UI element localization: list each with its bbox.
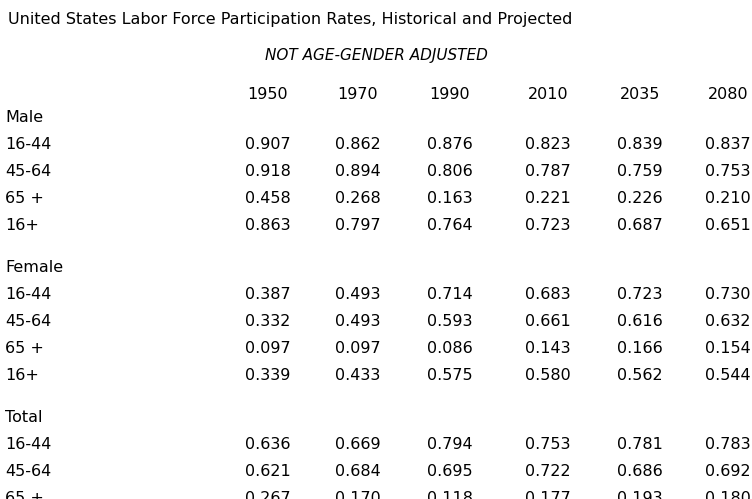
Text: 0.180: 0.180 [705, 491, 751, 499]
Text: 0.339: 0.339 [245, 368, 291, 383]
Text: 0.166: 0.166 [617, 341, 663, 356]
Text: 0.562: 0.562 [617, 368, 663, 383]
Text: 0.781: 0.781 [617, 437, 663, 452]
Text: 16+: 16+ [5, 218, 39, 233]
Text: 0.894: 0.894 [335, 164, 381, 179]
Text: 16-44: 16-44 [5, 287, 51, 302]
Text: 0.332: 0.332 [245, 314, 291, 329]
Text: 0.837: 0.837 [705, 137, 750, 152]
Text: 45-64: 45-64 [5, 464, 51, 479]
Text: 0.097: 0.097 [335, 341, 381, 356]
Text: 0.759: 0.759 [617, 164, 663, 179]
Text: 0.636: 0.636 [245, 437, 291, 452]
Text: 0.806: 0.806 [427, 164, 473, 179]
Text: 0.692: 0.692 [705, 464, 750, 479]
Text: 0.907: 0.907 [245, 137, 291, 152]
Text: 2010: 2010 [528, 87, 569, 102]
Text: 0.387: 0.387 [245, 287, 291, 302]
Text: 65 +: 65 + [5, 491, 44, 499]
Text: 0.783: 0.783 [705, 437, 750, 452]
Text: Female: Female [5, 260, 63, 275]
Text: 45-64: 45-64 [5, 314, 51, 329]
Text: 0.086: 0.086 [427, 341, 473, 356]
Text: 0.839: 0.839 [617, 137, 663, 152]
Text: 16-44: 16-44 [5, 137, 51, 152]
Text: 2080: 2080 [708, 87, 748, 102]
Text: 0.862: 0.862 [335, 137, 381, 152]
Text: 0.632: 0.632 [705, 314, 750, 329]
Text: 1950: 1950 [247, 87, 288, 102]
Text: 65 +: 65 + [5, 191, 44, 206]
Text: 0.544: 0.544 [705, 368, 750, 383]
Text: 0.695: 0.695 [427, 464, 473, 479]
Text: 0.684: 0.684 [335, 464, 381, 479]
Text: 0.575: 0.575 [427, 368, 473, 383]
Text: 0.177: 0.177 [525, 491, 571, 499]
Text: 0.918: 0.918 [245, 164, 291, 179]
Text: 0.433: 0.433 [335, 368, 381, 383]
Text: 0.723: 0.723 [525, 218, 571, 233]
Text: 0.687: 0.687 [617, 218, 663, 233]
Text: 0.621: 0.621 [245, 464, 291, 479]
Text: 0.267: 0.267 [245, 491, 291, 499]
Text: 0.823: 0.823 [525, 137, 571, 152]
Text: 0.863: 0.863 [245, 218, 291, 233]
Text: 0.714: 0.714 [427, 287, 473, 302]
Text: 0.651: 0.651 [705, 218, 751, 233]
Text: 16+: 16+ [5, 368, 39, 383]
Text: 0.797: 0.797 [335, 218, 381, 233]
Text: 45-64: 45-64 [5, 164, 51, 179]
Text: 0.170: 0.170 [335, 491, 381, 499]
Text: 0.118: 0.118 [427, 491, 473, 499]
Text: Total: Total [5, 410, 43, 425]
Text: 0.722: 0.722 [525, 464, 571, 479]
Text: 1970: 1970 [338, 87, 378, 102]
Text: NOT AGE-GENDER ADJUSTED: NOT AGE-GENDER ADJUSTED [265, 48, 487, 63]
Text: 0.143: 0.143 [525, 341, 571, 356]
Text: 0.580: 0.580 [525, 368, 571, 383]
Text: 0.764: 0.764 [427, 218, 473, 233]
Text: 0.661: 0.661 [525, 314, 571, 329]
Text: 2035: 2035 [620, 87, 660, 102]
Text: 0.458: 0.458 [245, 191, 291, 206]
Text: 0.268: 0.268 [335, 191, 381, 206]
Text: 0.730: 0.730 [705, 287, 750, 302]
Text: 0.753: 0.753 [705, 164, 750, 179]
Text: 0.616: 0.616 [617, 314, 663, 329]
Text: 0.686: 0.686 [617, 464, 663, 479]
Text: Male: Male [5, 110, 43, 125]
Text: 0.097: 0.097 [245, 341, 291, 356]
Text: 1990: 1990 [429, 87, 470, 102]
Text: 0.723: 0.723 [617, 287, 663, 302]
Text: 0.493: 0.493 [335, 287, 381, 302]
Text: United States Labor Force Participation Rates, Historical and Projected: United States Labor Force Participation … [8, 12, 572, 27]
Text: 0.753: 0.753 [525, 437, 571, 452]
Text: 0.210: 0.210 [705, 191, 751, 206]
Text: 0.876: 0.876 [427, 137, 473, 152]
Text: 0.794: 0.794 [427, 437, 473, 452]
Text: 65 +: 65 + [5, 341, 44, 356]
Text: 0.493: 0.493 [335, 314, 381, 329]
Text: 0.683: 0.683 [525, 287, 571, 302]
Text: 0.163: 0.163 [427, 191, 473, 206]
Text: 0.669: 0.669 [335, 437, 381, 452]
Text: 0.193: 0.193 [617, 491, 663, 499]
Text: 0.221: 0.221 [525, 191, 571, 206]
Text: 0.226: 0.226 [617, 191, 663, 206]
Text: 0.593: 0.593 [427, 314, 473, 329]
Text: 0.154: 0.154 [705, 341, 751, 356]
Text: 0.787: 0.787 [525, 164, 571, 179]
Text: 16-44: 16-44 [5, 437, 51, 452]
